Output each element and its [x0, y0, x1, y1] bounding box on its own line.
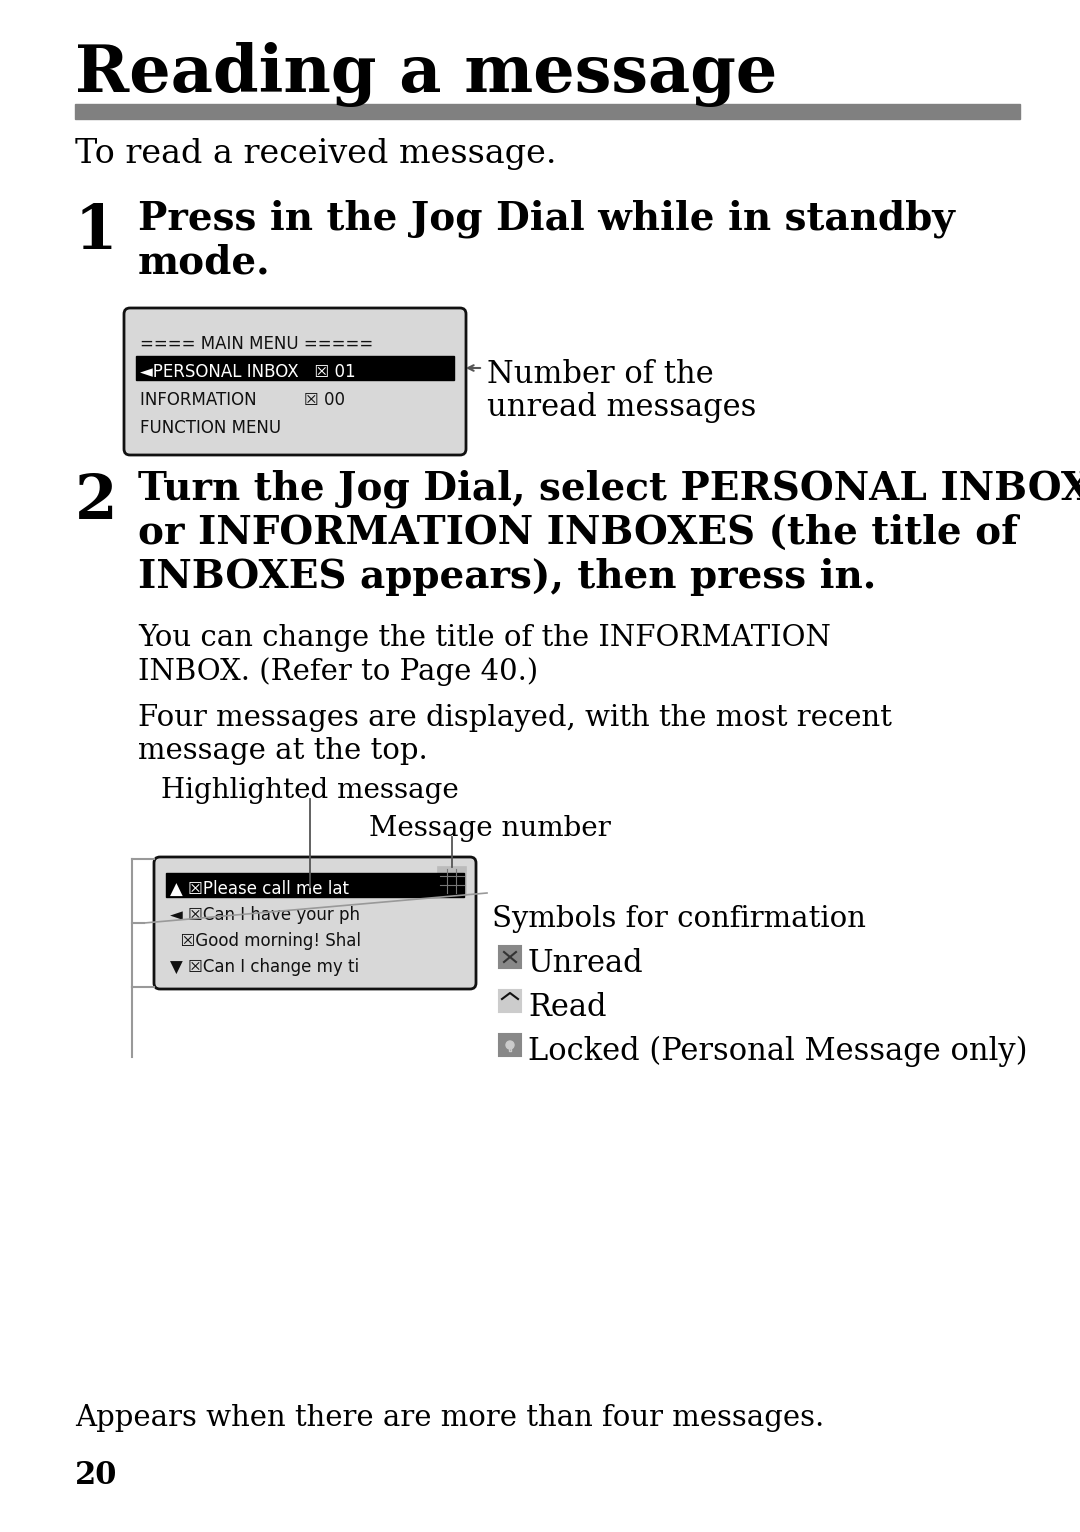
Text: Number of the: Number of the	[487, 358, 714, 391]
Text: ==== MAIN MENU =====: ==== MAIN MENU =====	[140, 336, 374, 352]
Circle shape	[507, 1042, 514, 1049]
Bar	[136, 355, 454, 380]
Text: Reading a message: Reading a message	[75, 41, 778, 107]
FancyBboxPatch shape	[154, 856, 476, 990]
Text: INBOXES appears), then press in.: INBOXES appears), then press in.	[138, 558, 876, 596]
Text: ▼ ☒Can I change my ti: ▼ ☒Can I change my ti	[170, 958, 360, 976]
Text: Locked (Personal Message only): Locked (Personal Message only)	[528, 1036, 1027, 1068]
Text: Press in the Jog Dial while in standby: Press in the Jog Dial while in standby	[138, 201, 955, 239]
Text: To read a received message.: To read a received message.	[75, 138, 556, 170]
Text: INBOX. (Refer to Page 40.): INBOX. (Refer to Page 40.)	[138, 657, 538, 686]
Text: Four messages are displayed, with the most recent: Four messages are displayed, with the mo…	[138, 705, 892, 732]
Bar	[499, 945, 521, 968]
Text: FUNCTION MENU: FUNCTION MENU	[140, 418, 281, 437]
Text: ◄PERSONAL INBOX   ☒ 01: ◄PERSONAL INBOX ☒ 01	[140, 363, 355, 381]
Text: 2: 2	[75, 472, 118, 532]
Text: mode.: mode.	[138, 244, 271, 282]
Text: Symbols for confirmation: Symbols for confirmation	[492, 905, 866, 933]
Text: ☒Good morning! Shal: ☒Good morning! Shal	[170, 931, 361, 950]
Bar	[75, 104, 1020, 119]
Text: Turn the Jog Dial, select PERSONAL INBOX: Turn the Jog Dial, select PERSONAL INBOX	[138, 470, 1080, 509]
Text: Unread: Unread	[528, 948, 644, 979]
Text: ◄ ☒Can I have your ph: ◄ ☒Can I have your ph	[170, 905, 360, 924]
Text: Highlighted message: Highlighted message	[161, 777, 459, 804]
Text: You can change the title of the INFORMATION: You can change the title of the INFORMAT…	[138, 624, 831, 653]
Bar	[499, 1034, 521, 1056]
Bar	[166, 873, 464, 898]
Text: or INFORMATION INBOXES (the title of: or INFORMATION INBOXES (the title of	[138, 515, 1017, 552]
Text: Read: Read	[528, 993, 607, 1023]
Text: 20: 20	[75, 1460, 118, 1491]
Bar	[438, 867, 465, 895]
Text: INFORMATION         ☒ 00: INFORMATION ☒ 00	[140, 391, 345, 409]
Text: unread messages: unread messages	[487, 392, 756, 423]
FancyBboxPatch shape	[124, 308, 465, 455]
Text: Message number: Message number	[369, 815, 611, 843]
Text: Appears when there are more than four messages.: Appears when there are more than four me…	[75, 1403, 824, 1432]
Text: 1: 1	[75, 202, 118, 262]
Text: message at the top.: message at the top.	[138, 737, 428, 764]
Bar	[499, 990, 521, 1013]
Text: ▲ ☒Please call me lat: ▲ ☒Please call me lat	[170, 879, 349, 898]
